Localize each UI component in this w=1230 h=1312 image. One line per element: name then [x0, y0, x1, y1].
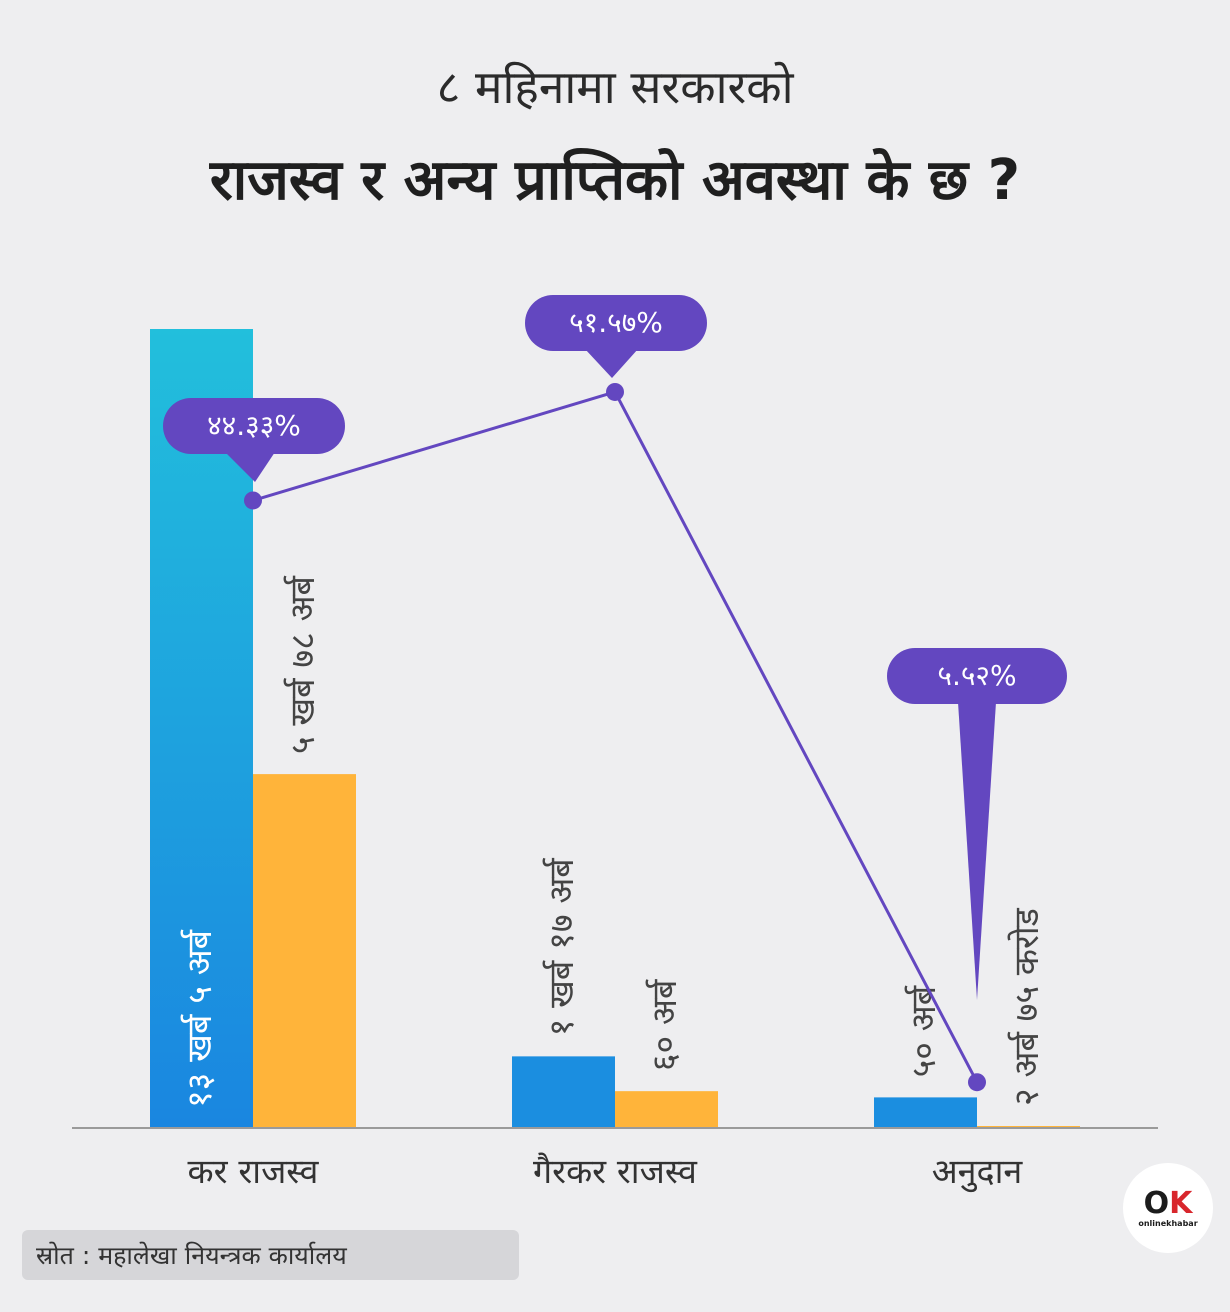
line-point-2	[606, 382, 624, 401]
line-point-3	[968, 1073, 986, 1092]
logo-text: onlinekhabar	[1138, 1218, 1198, 1228]
logo-mark-k: K	[1169, 1185, 1193, 1221]
callout-pointer-1	[225, 452, 275, 482]
onlinekhabar-logo: OK onlinekhabar	[1123, 1163, 1213, 1253]
bar-label-s1-2: १ खर्ब १७ अर्ब	[542, 857, 582, 1036]
logo-mark-o: O	[1143, 1185, 1170, 1221]
bar-label-s2-3: २ अर्ब ७५ करोड	[1007, 907, 1047, 1106]
callout-bubble-3	[887, 648, 1067, 704]
callout-pointer-3	[958, 702, 996, 1000]
chart-title-line1: ८ महिनामा सरकारको	[436, 60, 794, 114]
source-note: स्रोत : महालेखा नियन्त्रक कार्यालय	[22, 1230, 519, 1280]
bar-s2-1	[253, 774, 356, 1128]
line-point-1	[244, 491, 262, 510]
category-label-2: गैरकर राजस्व	[533, 1152, 698, 1192]
bar-s2-2	[615, 1091, 718, 1128]
callout-pointer-2	[585, 349, 638, 378]
chart-title-line2: राजस्व र अन्य प्राप्तिको अवस्था के छ ?	[209, 148, 1021, 213]
callout-bubble-2	[525, 295, 707, 351]
bar-s1-3	[874, 1097, 977, 1128]
logo-mark: OK	[1143, 1185, 1193, 1221]
category-label-3: अनुदान	[932, 1152, 1024, 1193]
bar-s1-2	[512, 1056, 615, 1128]
pct-label-3: ५.५२%	[937, 659, 1016, 692]
bar-label-s2-2: ६० अर्ब	[645, 979, 685, 1072]
pct-label-2: ५१.५७%	[569, 306, 663, 339]
category-label-1: कर राजस्व	[188, 1152, 320, 1192]
pct-label-1: ४४.३३%	[207, 409, 301, 442]
callout-bubble-1	[163, 398, 345, 454]
bar-label-s2-1: ५ खर्ब ७८ अर्ब	[283, 575, 323, 754]
percentage-line	[252, 390, 979, 1083]
bar-label-s1-3: ५० अर्ब	[904, 985, 944, 1078]
bar-label-s1-1: १३ खर्ब ५ अर्ब	[180, 929, 220, 1108]
